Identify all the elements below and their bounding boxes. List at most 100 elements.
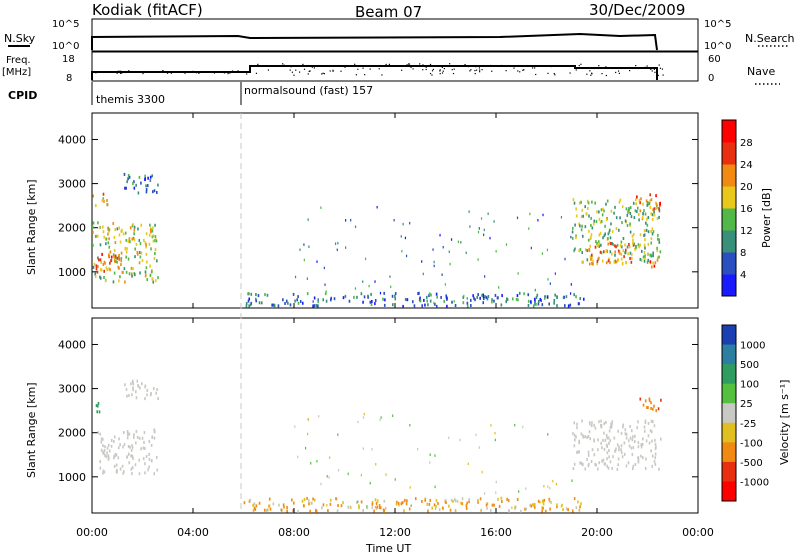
power-cell (642, 212, 644, 216)
power-cell (264, 293, 266, 297)
velocity-cell (485, 503, 488, 507)
power-cell (647, 242, 650, 246)
velocity-cell (129, 445, 131, 449)
power-cell (597, 240, 600, 244)
velocity-cell (607, 466, 610, 470)
power-cell (655, 194, 657, 198)
power-cell (303, 243, 305, 246)
velocity-cell (373, 509, 375, 513)
nave-dot (364, 74, 366, 76)
velocity-cell (573, 497, 576, 501)
power-cell (620, 240, 623, 244)
velocity-cell (494, 431, 496, 435)
velocity-cell (507, 499, 510, 503)
power-cell (320, 206, 322, 209)
velocity-cell (573, 444, 576, 448)
nave-dot (354, 63, 356, 65)
power-cell (651, 213, 654, 217)
velocity-cell (141, 382, 143, 386)
velocity-cell (600, 419, 602, 423)
nave-dot (142, 72, 144, 75)
velocity-cell (135, 441, 137, 445)
power-cell (599, 231, 602, 235)
velocity-cell (133, 433, 135, 437)
power-cell (156, 190, 158, 194)
power-cell (614, 205, 616, 209)
velocity-cell (465, 504, 468, 508)
nave-dot (569, 72, 571, 74)
velocity-cell (637, 441, 640, 445)
power-cell (92, 194, 94, 198)
power-cell (315, 304, 318, 308)
velocity-cell (371, 506, 374, 510)
nave-dots (95, 63, 664, 77)
power-cell (624, 248, 627, 252)
velocity-cell (318, 415, 320, 418)
power-cell (567, 304, 570, 308)
power-cell (127, 173, 130, 177)
power-cell (590, 235, 592, 239)
nave-dot (293, 74, 295, 76)
power-cell (632, 233, 635, 237)
velocity-cell (355, 500, 358, 504)
velocity-cell (141, 436, 144, 440)
power-cell (140, 181, 142, 185)
power-cell (383, 291, 386, 295)
colorbar-tick-label: -100 (740, 438, 763, 449)
velocity-cell (611, 420, 614, 424)
nave-dot (289, 69, 291, 71)
power-cell (156, 259, 158, 263)
power-cell (297, 301, 300, 305)
power-cell (105, 237, 107, 241)
power-cell (466, 297, 468, 300)
power-cell (609, 261, 611, 265)
nave-dot (162, 70, 164, 72)
velocity-cell (645, 439, 648, 443)
velocity-cell (340, 504, 343, 508)
velocity-cell (648, 399, 651, 403)
power-cell (573, 249, 575, 253)
nave-dot (474, 72, 476, 75)
velocity-cell (107, 443, 110, 447)
power-cell (116, 260, 119, 264)
power-cell (145, 184, 147, 188)
nave-dot (282, 63, 284, 65)
power-cell (92, 265, 95, 269)
velocity-cell (308, 502, 310, 506)
velocity-cell (643, 425, 646, 429)
power-cell (629, 222, 631, 226)
velocity-cell (578, 450, 580, 454)
power-cell (591, 256, 593, 260)
colorbar-tick-label: -500 (740, 458, 763, 469)
power-cell (517, 298, 519, 302)
velocity-cell (437, 501, 439, 505)
velocity-cell (316, 459, 318, 463)
velocity-cell (468, 500, 470, 504)
velocity-cell (282, 503, 285, 507)
velocity-cell (151, 435, 154, 439)
nave-dot (119, 72, 122, 74)
velocity-cell (128, 461, 131, 465)
power-cell (621, 205, 624, 209)
y-tick-label: 2000 (58, 427, 86, 440)
velocity-cell (434, 485, 436, 489)
power-cell (145, 245, 147, 249)
power-cell (494, 293, 497, 297)
velocity-cell (634, 462, 637, 466)
velocity-cell (468, 497, 470, 501)
power-cell (108, 237, 110, 241)
power-cell (127, 257, 130, 261)
power-cell (516, 216, 519, 220)
nave-dot (323, 73, 325, 75)
power-cell (482, 293, 485, 297)
velocity-cell (371, 448, 373, 451)
power-cell (650, 198, 653, 202)
power-cell (94, 272, 97, 276)
power-cell (605, 261, 608, 265)
power-cell (427, 303, 429, 307)
velocity-cell (360, 500, 363, 504)
velocity-cell (337, 504, 339, 508)
power-cell (153, 257, 156, 261)
power-cell (406, 298, 409, 302)
velocity-cell (620, 448, 622, 452)
